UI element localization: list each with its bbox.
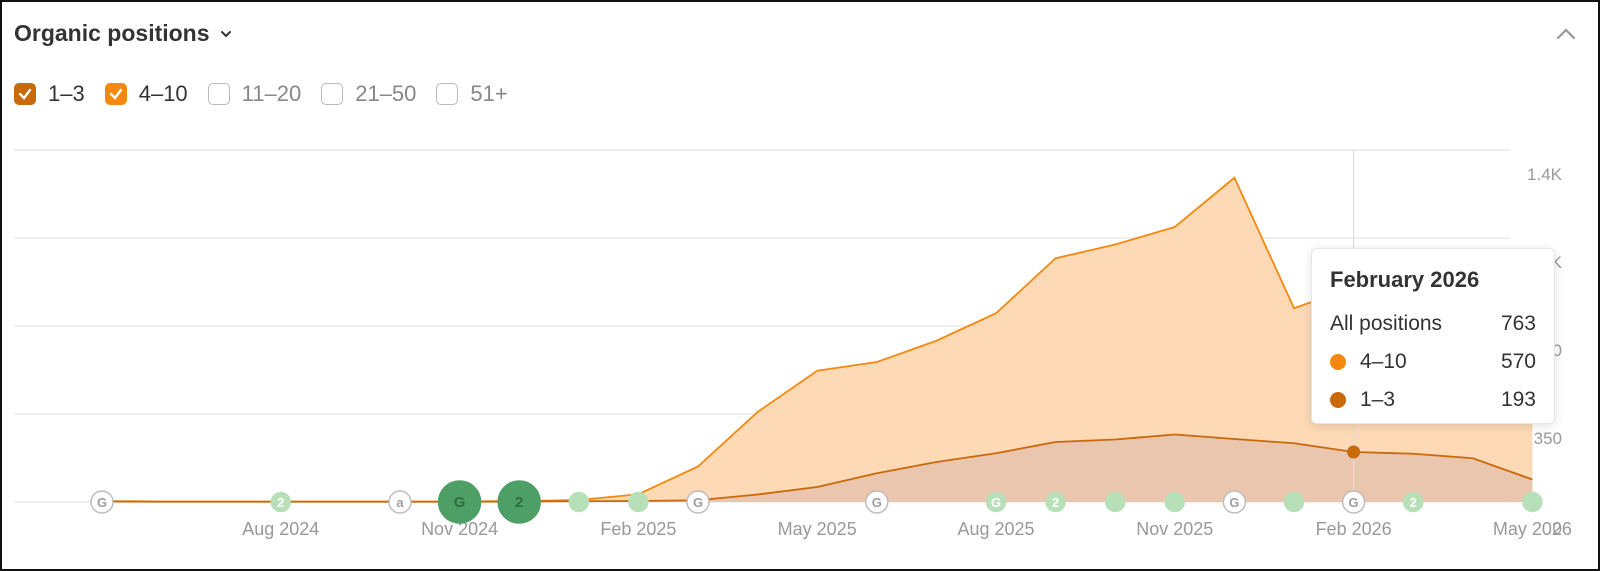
x-tick-label: Nov 2024: [421, 519, 498, 539]
hover-point-1-3: [1347, 445, 1361, 459]
tooltip-row-all: All positions 763: [1330, 305, 1536, 343]
y-tick-label: 350: [1534, 429, 1562, 448]
event-marker: [865, 490, 889, 514]
filter-label: 1–3: [48, 81, 85, 106]
checkmark-icon: [109, 88, 122, 100]
chevron-up-icon: [1556, 28, 1576, 40]
chart-tooltip: February 2026 All positions 763 4–10 570…: [1311, 248, 1555, 424]
event-marker: [568, 491, 590, 513]
event-marker: [1283, 491, 1305, 513]
collapse-button[interactable]: [1552, 20, 1580, 48]
checkbox-4-10[interactable]: [104, 83, 127, 105]
y-tick-label: 0: [1553, 519, 1562, 538]
filter-4-10[interactable]: 4–10: [104, 81, 188, 107]
card-title: Organic positions: [14, 20, 210, 46]
x-tick-label: May 2026: [1493, 519, 1572, 539]
tooltip-label: 4–10: [1360, 350, 1407, 373]
area-4-10: [102, 177, 1533, 502]
event-marker-label: G: [97, 495, 107, 510]
event-marker: [497, 480, 541, 524]
event-marker-label: G: [1229, 495, 1239, 510]
filter-51-plus[interactable]: 51+: [436, 81, 508, 107]
event-marker: [1164, 491, 1186, 513]
event-marker-label: 2: [1410, 495, 1417, 510]
area-1-3: [102, 434, 1533, 502]
tooltip-value: 193: [1500, 388, 1536, 411]
header[interactable]: Organic positions: [14, 20, 232, 47]
line-1-3: [101, 433, 1533, 503]
tooltip-row-4-10: 4–10 570: [1330, 343, 1536, 381]
event-marker: [1222, 490, 1247, 514]
tooltip-value: 570: [1500, 350, 1536, 373]
event-marker: [985, 491, 1007, 513]
filter-label: 11–20: [241, 81, 302, 106]
event-marker: [1104, 491, 1126, 513]
filter-label: 4–10: [138, 81, 188, 106]
checkbox-1-3[interactable]: [14, 83, 36, 105]
event-marker: [90, 490, 114, 514]
event-marker: [1402, 491, 1424, 513]
position-filters: 1–3 4–10 11–20 21–50 51+: [14, 81, 508, 107]
x-tick-label: May 2025: [778, 519, 857, 539]
event-marker-label: G: [454, 494, 466, 511]
event-marker-label: G: [872, 495, 882, 510]
x-tick-label: Aug 2024: [242, 519, 319, 539]
tooltip-row-1-3: 1–3 193: [1330, 381, 1536, 419]
x-tick-label: Feb 2025: [600, 519, 676, 539]
event-marker: [1045, 491, 1066, 513]
y-tick-label: 1.4K: [1527, 165, 1563, 184]
checkbox-21-50[interactable]: [321, 83, 344, 105]
series-dot-1-3: [1330, 392, 1346, 408]
event-marker-label: 2: [1052, 495, 1059, 510]
checkbox-11-20[interactable]: [207, 83, 230, 105]
event-marker: [388, 490, 412, 514]
filter-1-3[interactable]: 1–3: [14, 81, 85, 107]
x-tick-label: Feb 2026: [1316, 519, 1392, 539]
series-dot-4-10: [1330, 354, 1346, 370]
filter-label: 51+: [470, 81, 508, 106]
checkmark-icon: [18, 88, 32, 100]
tooltip-title: February 2026: [1330, 267, 1480, 292]
tooltip-label: All positions: [1330, 312, 1443, 335]
chevron-down-icon[interactable]: [220, 28, 232, 40]
event-marker: [437, 480, 482, 524]
event-marker: [686, 490, 710, 514]
event-marker-label: G: [693, 495, 703, 510]
event-marker-label: G: [1349, 495, 1359, 510]
event-marker: [270, 491, 292, 513]
checkbox-51-plus[interactable]: [436, 83, 459, 105]
event-marker: [628, 491, 649, 513]
x-tick-label: Nov 2025: [1136, 519, 1213, 539]
tooltip-value: 763: [1500, 312, 1536, 335]
x-tick-label: Aug 2025: [957, 519, 1034, 539]
filter-21-50[interactable]: 21–50: [321, 81, 416, 107]
event-marker: [1522, 491, 1543, 513]
filter-11-20[interactable]: 11–20: [207, 81, 302, 107]
event-marker: [1341, 490, 1366, 514]
event-marker-label: 2: [515, 494, 523, 511]
filter-label: 21–50: [355, 81, 417, 106]
tooltip-label: 1–3: [1360, 388, 1396, 411]
event-marker-label: a: [396, 495, 404, 510]
event-marker-label: G: [991, 495, 1001, 510]
event-marker-label: 2: [277, 495, 284, 510]
